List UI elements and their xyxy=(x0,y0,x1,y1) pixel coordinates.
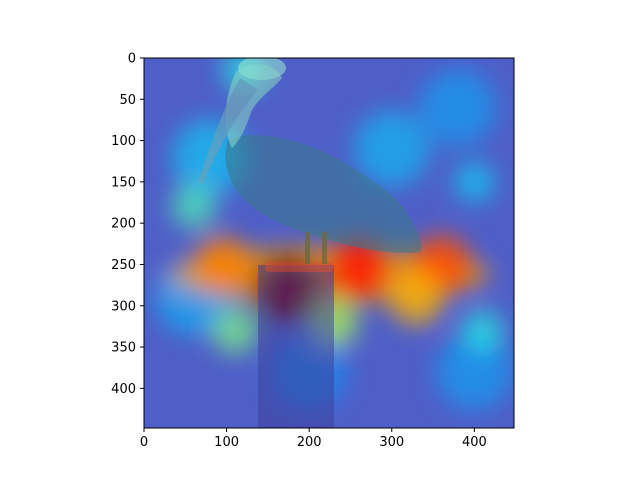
y-tick-label: 350 xyxy=(111,341,136,356)
x-tick-label: 200 xyxy=(297,435,322,450)
heat-field-1 xyxy=(353,110,430,187)
y-tick-label: 150 xyxy=(111,175,136,190)
heat-hotspot-10 xyxy=(461,309,504,352)
x-tick-label: 300 xyxy=(379,435,404,450)
y-tick-label: 300 xyxy=(111,299,136,314)
image-panel xyxy=(144,58,514,428)
heat-field-4 xyxy=(436,333,513,410)
heat-hotspot-8 xyxy=(454,162,495,202)
x-tick-label: 100 xyxy=(214,435,239,450)
y-tick-label: 200 xyxy=(111,217,136,232)
pelican-beak xyxy=(198,78,258,184)
pelican-leg-left xyxy=(305,232,310,264)
y-tick-label: 50 xyxy=(119,93,136,108)
heat-hotspot-4 xyxy=(389,270,444,325)
heat-field-2 xyxy=(419,69,496,146)
x-tick-label: 0 xyxy=(140,435,148,450)
pelican-photo xyxy=(198,58,422,428)
axes-frame xyxy=(143,57,515,429)
pelican-body xyxy=(225,135,422,253)
heat-hotspot-7 xyxy=(211,307,258,354)
y-tick-label: 250 xyxy=(111,258,136,273)
x-axis: 0 100 200 300 400 xyxy=(140,428,487,450)
heat-hotspot-5 xyxy=(171,184,216,229)
x-tick-label: 400 xyxy=(462,435,487,450)
heat-hotspot-1 xyxy=(328,237,390,300)
y-tick-label: 100 xyxy=(111,134,136,149)
y-tick-label: 400 xyxy=(111,382,136,397)
wooden-post xyxy=(258,265,334,428)
post-cap xyxy=(265,262,333,272)
y-tick-label: 0 xyxy=(128,52,136,67)
y-axis: 0 50 100 150 200 250 300 350 400 xyxy=(111,52,144,397)
pelican-leg-right xyxy=(322,232,327,264)
heat-hotspot-3 xyxy=(193,235,251,293)
pelican-head xyxy=(238,58,286,80)
